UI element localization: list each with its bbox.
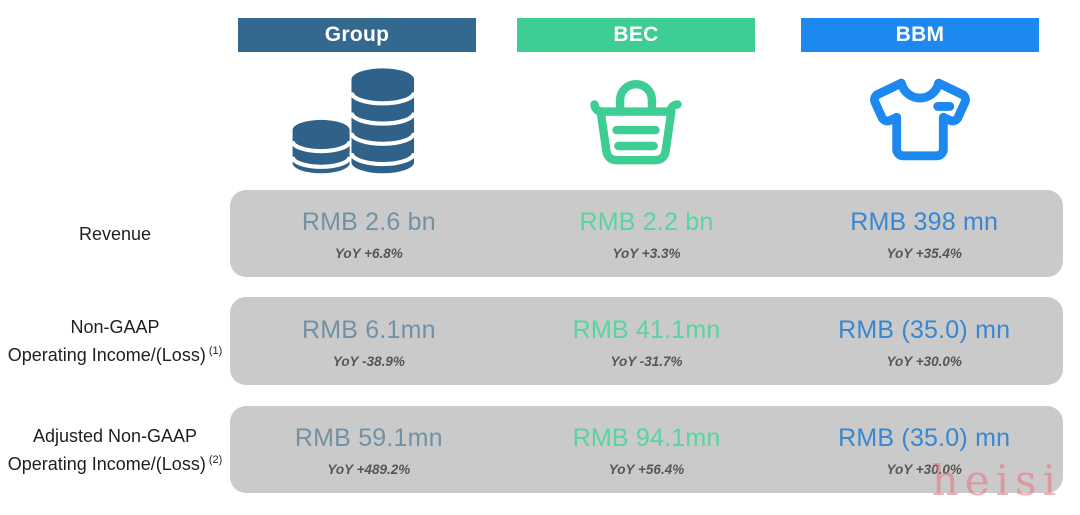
row-label-text: Non-GAAP xyxy=(70,317,160,337)
coins-icon xyxy=(238,60,476,178)
tshirt-icon xyxy=(801,60,1039,178)
revenue-cell-bbm: RMB 398 mn YoY +35.4% xyxy=(785,190,1063,277)
footnote-marker: (2) xyxy=(208,453,223,466)
revenue-value-bbm: RMB 398 mn xyxy=(850,208,999,236)
nongaap-oi-yoy-bec: YoY -31.7% xyxy=(610,353,683,369)
column-header-bec: BEC xyxy=(517,18,755,52)
row-label-text: Revenue xyxy=(78,223,152,244)
row-label-adj-nongaap-oi: Adjusted Non-GAAP Operating Income/(Loss… xyxy=(0,406,230,493)
adj-nongaap-oi-value-bbm: RMB (35.0) mn xyxy=(838,424,1011,452)
revenue-value-bec: RMB 2.2 bn xyxy=(579,208,714,236)
row-label-text: Operating Income/(Loss) xyxy=(7,345,206,365)
column-header-group: Group xyxy=(238,18,476,52)
adj-nongaap-oi-value-bec: RMB 94.1mn xyxy=(572,424,721,452)
revenue-bar: RMB 2.6 bn YoY +6.8% RMB 2.2 bn YoY +3.3… xyxy=(230,190,1063,277)
row-label-line2: Operating Income/(Loss) (2) xyxy=(8,448,223,476)
row-label-line1: Adjusted Non-GAAP xyxy=(33,424,197,448)
adj-nongaap-oi-cell-group: RMB 59.1mn YoY +489.2% xyxy=(230,406,508,493)
adj-nongaap-oi-yoy-bec: YoY +56.4% xyxy=(608,462,685,477)
row-label-text: Adjusted Non-GAAP xyxy=(32,425,198,446)
metric-row-adj-nongaap-oi: Adjusted Non-GAAP Operating Income/(Loss… xyxy=(0,406,1080,493)
revenue-yoy-group: YoY +6.8% xyxy=(334,246,403,261)
nongaap-oi-yoy-bbm: YoY +30.0% xyxy=(886,353,962,369)
row-label-revenue: Revenue xyxy=(0,190,230,277)
footnote-marker: (1) xyxy=(208,345,223,357)
revenue-cell-bec: RMB 2.2 bn YoY +3.3% xyxy=(508,190,786,277)
metric-row-nongaap-oi: Non-GAAP Operating Income/(Loss) (1) RMB … xyxy=(0,297,1080,385)
nongaap-oi-value-bbm: RMB (35.0) mn xyxy=(838,315,1011,344)
adj-nongaap-oi-yoy-group: YoY +489.2% xyxy=(327,462,411,477)
adj-nongaap-oi-cell-bbm: RMB (35.0) mn YoY +30.0% xyxy=(785,406,1063,493)
adj-nongaap-oi-value-group: RMB 59.1mn xyxy=(294,424,443,452)
column-header-bbm: BBM xyxy=(801,18,1039,52)
nongaap-oi-value-group: RMB 6.1mn xyxy=(301,315,436,344)
row-label-line1: Non-GAAP xyxy=(70,315,159,339)
nongaap-oi-yoy-group: YoY -38.9% xyxy=(332,353,405,369)
revenue-yoy-bec: YoY +3.3% xyxy=(612,246,681,261)
column-header-bec-label: BEC xyxy=(613,23,659,46)
nongaap-oi-value-bec: RMB 41.1mn xyxy=(572,315,721,344)
adj-nongaap-oi-cell-bec: RMB 94.1mn YoY +56.4% xyxy=(508,406,786,493)
revenue-yoy-bbm: YoY +35.4% xyxy=(886,246,962,261)
nongaap-oi-cell-bbm: RMB (35.0) mn YoY +30.0% xyxy=(785,297,1063,385)
shopping-basket-icon xyxy=(517,60,755,178)
column-header-group-label: Group xyxy=(324,23,390,46)
row-label-line2: Operating Income/(Loss) (1) xyxy=(8,339,223,367)
metric-row-revenue: Revenue RMB 2.6 bn YoY +6.8% RMB 2.2 bn … xyxy=(0,190,1080,277)
row-label-text: Operating Income/(Loss) xyxy=(7,453,206,474)
row-label-line1: Revenue xyxy=(79,222,151,246)
row-label-nongaap-oi: Non-GAAP Operating Income/(Loss) (1) xyxy=(0,297,230,385)
adj-nongaap-oi-bar: RMB 59.1mn YoY +489.2% RMB 94.1mn YoY +5… xyxy=(230,406,1063,493)
revenue-cell-group: RMB 2.6 bn YoY +6.8% xyxy=(230,190,508,277)
nongaap-oi-bar: RMB 6.1mn YoY -38.9% RMB 41.1mn YoY -31.… xyxy=(230,297,1063,385)
nongaap-oi-cell-bec: RMB 41.1mn YoY -31.7% xyxy=(508,297,786,385)
revenue-value-group: RMB 2.6 bn xyxy=(301,208,436,236)
nongaap-oi-cell-group: RMB 6.1mn YoY -38.9% xyxy=(230,297,508,385)
adj-nongaap-oi-yoy-bbm: YoY +30.0% xyxy=(886,462,962,477)
column-header-bbm-label: BBM xyxy=(895,23,945,46)
